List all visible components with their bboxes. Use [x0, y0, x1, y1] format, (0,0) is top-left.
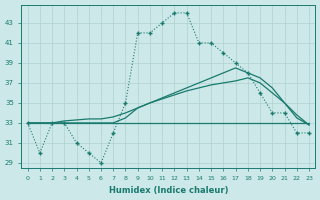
X-axis label: Humidex (Indice chaleur): Humidex (Indice chaleur) — [108, 186, 228, 195]
